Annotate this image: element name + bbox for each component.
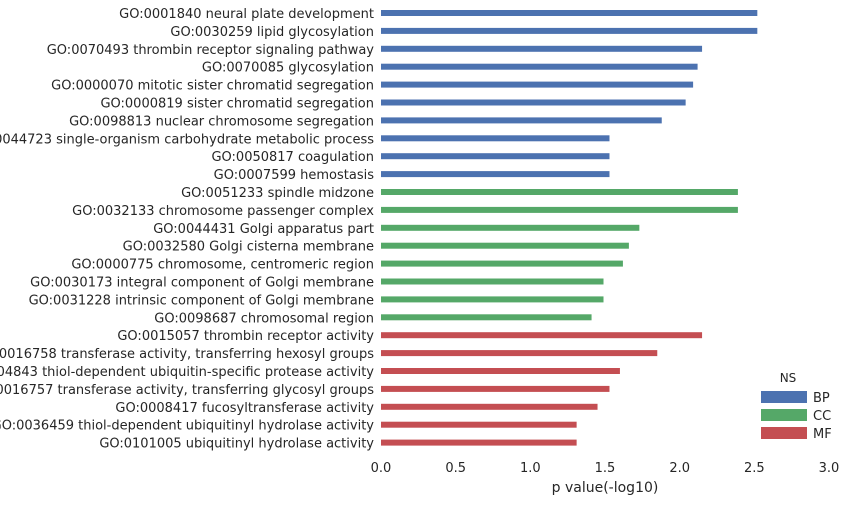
category-labels: GO:0001840 neural plate development GO:00… xyxy=(0,7,374,452)
bar-bp xyxy=(381,45,703,52)
x-tick-label: 2.0 xyxy=(669,461,690,476)
legend-label-bp: BP xyxy=(813,391,830,406)
bar-cc xyxy=(381,260,623,267)
legend-swatch-cc xyxy=(761,409,807,421)
bar-bp xyxy=(381,117,662,124)
x-tick-label: 1.0 xyxy=(520,461,541,476)
category-label: GO:0050817 coagulation xyxy=(211,150,374,165)
category-label: GO:0070493 thrombin receptor signaling p… xyxy=(47,43,375,58)
bar-mf xyxy=(381,421,577,428)
x-tick-label: 1.5 xyxy=(595,461,616,476)
category-label: GO:0030259 lipid glycosylation xyxy=(170,25,374,40)
bar-bp xyxy=(381,27,758,34)
category-label: GO:0032580 Golgi cisterna membrane xyxy=(123,240,374,255)
bar-bp xyxy=(381,10,758,16)
x-tick-label: 3.0 xyxy=(819,461,840,476)
bar-bp xyxy=(381,99,686,106)
x-tick-label: 0.5 xyxy=(445,461,466,476)
bar-bp xyxy=(381,153,610,160)
category-label: GO:0004843 thiol-dependent ubiquitin-spe… xyxy=(0,365,374,380)
bar-cc xyxy=(381,296,604,303)
bar-cc xyxy=(381,206,738,213)
bar-mf xyxy=(381,368,620,374)
category-label: GO:0032133 chromosome passenger complex xyxy=(72,204,374,219)
bar-bp xyxy=(381,171,610,178)
bars-layer xyxy=(381,10,758,446)
category-label: GO:0101005 ubiquitinyl hydrolase activit… xyxy=(99,437,374,452)
x-tick-labels: 0.0 0.5 1.0 1.5 2.0 2.5 3.0 xyxy=(371,461,840,476)
category-label: GO:0098687 chromosomal region xyxy=(154,311,374,326)
x-tick-label: 0.0 xyxy=(371,461,392,476)
category-label: GO:0044431 Golgi apparatus part xyxy=(153,222,374,237)
bar-cc xyxy=(381,224,640,231)
legend-title: NS xyxy=(780,371,797,385)
x-axis-title: p value(-log10) xyxy=(552,480,659,496)
legend-label-mf: MF xyxy=(813,427,832,442)
category-label: GO:0016758 transferase activity, transfe… xyxy=(0,347,374,362)
x-tick-label: 2.5 xyxy=(744,461,765,476)
category-label: GO:0070085 glycosylation xyxy=(202,61,374,76)
category-label: GO:0030173 integral component of Golgi m… xyxy=(30,276,374,291)
category-label: GO:0000819 sister chromatid segregation xyxy=(100,97,374,112)
legend: NS BP CC MF xyxy=(761,371,832,442)
bar-cc xyxy=(381,278,604,285)
bar-bp xyxy=(381,63,698,70)
category-label: GO:0007599 hemostasis xyxy=(214,168,375,183)
category-label: GO:0016757 transferase activity, transfe… xyxy=(0,383,374,398)
legend-swatch-bp xyxy=(761,391,807,403)
category-label: GO:0031228 intrinsic component of Golgi … xyxy=(29,293,374,308)
bar-cc xyxy=(381,314,592,321)
bar-mf xyxy=(381,350,658,357)
legend-label-cc: CC xyxy=(813,409,831,424)
bar-bp xyxy=(381,81,694,88)
bar-mf xyxy=(381,439,577,446)
category-label: GO:0008417 fucosyltransferase activity xyxy=(115,401,374,416)
bar-mf xyxy=(381,385,610,392)
category-label: GO:0015057 thrombin receptor activity xyxy=(117,329,374,344)
legend-swatch-mf xyxy=(761,427,807,439)
category-label: GO:0036459 thiol-dependent ubiquitinyl h… xyxy=(0,419,374,434)
category-label: GO:0000070 mitotic sister chromatid segr… xyxy=(51,79,374,94)
bar-mf xyxy=(381,332,703,339)
bar-mf xyxy=(381,403,598,410)
category-label: GO:0098813 nuclear chromosome segregatio… xyxy=(69,114,374,129)
category-label: GO:0001840 neural plate development xyxy=(119,7,374,22)
category-label: GO:0044723 single-organism carbohydrate … xyxy=(0,132,374,147)
category-label: GO:0000775 chromosome, centromeric regio… xyxy=(71,258,374,273)
bar-cc xyxy=(381,189,738,195)
bar-bp xyxy=(381,135,610,142)
bar-cc xyxy=(381,242,629,249)
category-label: GO:0051233 spindle midzone xyxy=(181,186,374,201)
